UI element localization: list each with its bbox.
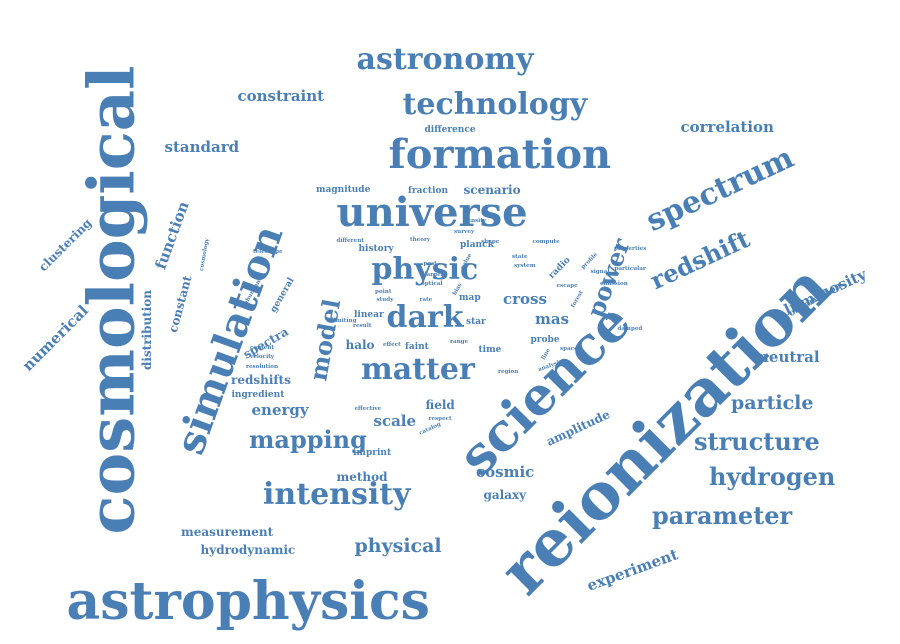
word-post: post bbox=[423, 261, 437, 267]
word-formation: formation bbox=[388, 131, 612, 178]
word-physic: physic bbox=[371, 252, 479, 287]
word-spectrum: spectrum bbox=[640, 140, 800, 239]
word-larger: larger bbox=[424, 272, 444, 278]
word-particle: particle bbox=[731, 391, 814, 414]
word-point: point bbox=[375, 289, 392, 295]
word-redshift: redshift bbox=[645, 223, 755, 296]
word-cross: cross bbox=[503, 289, 547, 308]
word-method: method bbox=[336, 470, 388, 484]
word-optical: optical bbox=[421, 281, 443, 287]
word-properties: properties bbox=[614, 246, 647, 252]
word-correlation: correlation bbox=[680, 117, 774, 136]
word-catalog: catalog bbox=[417, 421, 442, 437]
word-physical: physical bbox=[354, 534, 442, 557]
word-dark: dark bbox=[386, 300, 464, 335]
word-linear: linear bbox=[354, 309, 384, 320]
word-model: model bbox=[302, 296, 346, 384]
word-cosmological: cosmological bbox=[73, 65, 149, 535]
word-map: map bbox=[459, 292, 481, 303]
word-time: time bbox=[478, 344, 502, 355]
word-mapping: mapping bbox=[249, 425, 367, 454]
word-faint: faint bbox=[405, 341, 429, 352]
word-intensity: intensity bbox=[263, 477, 411, 512]
word-theory: theory bbox=[410, 237, 431, 243]
word-range: range bbox=[450, 339, 469, 345]
word-respect: respect bbox=[428, 416, 452, 422]
word-study: study bbox=[376, 297, 394, 303]
word-probe: probe bbox=[530, 334, 560, 345]
word-effect: effect bbox=[383, 342, 401, 348]
word-rate: rate bbox=[419, 297, 433, 303]
word-effective: effective bbox=[354, 406, 382, 412]
word-state: state bbox=[512, 254, 528, 260]
word-scenario: scenario bbox=[463, 183, 521, 197]
word-telescope: telescope bbox=[253, 249, 283, 255]
word-hydrodynamic: hydrodynamic bbox=[200, 543, 296, 557]
word-history: history bbox=[358, 243, 394, 254]
word-radio: radio bbox=[546, 254, 573, 281]
word-region: region bbox=[498, 369, 519, 375]
word-fraction: fraction bbox=[408, 185, 449, 196]
word-signal: signal bbox=[590, 269, 610, 275]
word-particular: particular bbox=[614, 266, 646, 272]
word-damped: damped bbox=[617, 326, 643, 332]
word-structure: structure bbox=[694, 427, 820, 456]
word-difference: difference bbox=[424, 124, 476, 135]
word-galaxy: galaxy bbox=[483, 488, 527, 502]
word-energy: energy bbox=[251, 400, 309, 419]
word-astronomy: astronomy bbox=[356, 42, 534, 77]
word-density: density bbox=[463, 218, 487, 224]
word-hydrogen: hydrogen bbox=[709, 462, 836, 491]
word-universe: universe bbox=[336, 189, 528, 236]
word-limiting: limiting bbox=[331, 318, 357, 324]
word-resolution: resolution bbox=[246, 364, 279, 370]
word-escape: escape bbox=[556, 283, 578, 289]
word-velocity: velocity bbox=[250, 354, 275, 360]
word-cosmic: cosmic bbox=[476, 462, 535, 481]
word-redshifts: redshifts bbox=[231, 373, 291, 387]
word-mas: mas bbox=[535, 309, 570, 328]
word-different: different bbox=[336, 238, 364, 244]
word-measurement: measurement bbox=[181, 525, 274, 539]
word-standard: standard bbox=[164, 137, 240, 156]
word-system: system bbox=[514, 263, 536, 269]
word-matter: matter bbox=[361, 352, 475, 387]
word-distribution: distribution bbox=[140, 289, 155, 371]
word-constant: constant bbox=[165, 273, 195, 335]
word-field: field bbox=[425, 398, 455, 412]
word-function: function bbox=[150, 198, 193, 272]
word-planck: planck bbox=[460, 239, 494, 250]
word-shape: shape bbox=[481, 239, 500, 245]
word-technology: technology bbox=[402, 87, 588, 122]
word-neutral: neutral bbox=[758, 347, 820, 366]
word-magnitude: magnitude bbox=[316, 184, 371, 195]
word-halo: halo bbox=[345, 338, 375, 352]
word-cosmology: cosmology bbox=[198, 237, 211, 272]
word-space: space bbox=[560, 346, 578, 352]
word-result: result bbox=[353, 323, 372, 329]
word-survey: survey bbox=[454, 229, 475, 235]
word-compute: compute bbox=[532, 239, 560, 245]
word-imprint: imprint bbox=[353, 447, 392, 458]
word-scale: scale bbox=[373, 411, 417, 430]
word-constraint: constraint bbox=[237, 86, 325, 105]
word-ingredient: ingredient bbox=[231, 389, 285, 400]
word-content: content bbox=[250, 345, 274, 351]
word-emission: emission bbox=[600, 281, 628, 287]
word-star: star bbox=[466, 316, 486, 327]
word-experiment: experiment bbox=[584, 544, 680, 595]
word-astrophysics: astrophysics bbox=[66, 571, 430, 632]
word-parameter: parameter bbox=[652, 501, 793, 530]
